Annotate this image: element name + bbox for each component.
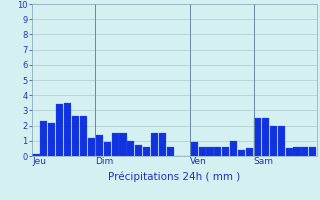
Bar bbox=[104, 142, 111, 156]
Bar bbox=[191, 142, 198, 156]
Bar bbox=[80, 116, 87, 156]
Bar bbox=[111, 133, 119, 156]
Bar bbox=[278, 126, 285, 156]
X-axis label: Précipitations 24h ( mm ): Précipitations 24h ( mm ) bbox=[108, 172, 241, 182]
Bar bbox=[214, 147, 221, 156]
Bar bbox=[72, 116, 79, 156]
Bar bbox=[246, 148, 253, 156]
Bar bbox=[230, 141, 237, 156]
Bar bbox=[222, 147, 229, 156]
Bar bbox=[285, 148, 293, 156]
Bar bbox=[135, 145, 142, 156]
Bar bbox=[48, 123, 55, 156]
Bar bbox=[159, 133, 166, 156]
Bar bbox=[254, 118, 261, 156]
Bar bbox=[262, 118, 269, 156]
Bar bbox=[127, 141, 134, 156]
Bar bbox=[143, 147, 150, 156]
Bar bbox=[238, 150, 245, 156]
Bar bbox=[88, 138, 95, 156]
Bar bbox=[96, 135, 103, 156]
Bar bbox=[198, 147, 206, 156]
Bar bbox=[293, 147, 300, 156]
Bar bbox=[206, 147, 213, 156]
Bar bbox=[151, 133, 158, 156]
Bar bbox=[64, 103, 71, 156]
Bar bbox=[32, 154, 39, 156]
Bar bbox=[301, 147, 308, 156]
Bar bbox=[40, 121, 47, 156]
Bar bbox=[167, 147, 174, 156]
Bar bbox=[119, 133, 126, 156]
Bar bbox=[309, 147, 316, 156]
Bar bbox=[270, 126, 277, 156]
Bar bbox=[56, 104, 63, 156]
